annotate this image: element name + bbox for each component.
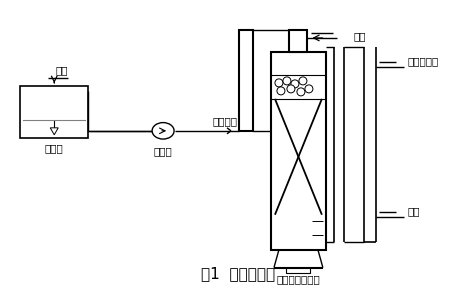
Bar xyxy=(270,52,325,250)
Circle shape xyxy=(277,87,284,95)
Text: 进水: 进水 xyxy=(56,65,69,75)
Polygon shape xyxy=(50,128,58,135)
Circle shape xyxy=(274,79,282,87)
Text: 空气: 空气 xyxy=(353,31,365,41)
Circle shape xyxy=(290,80,298,88)
Circle shape xyxy=(282,77,290,85)
Bar xyxy=(238,30,252,131)
Text: 反冲洗出水: 反冲洗出水 xyxy=(407,56,438,66)
Bar xyxy=(286,268,310,273)
Circle shape xyxy=(298,77,306,85)
Bar xyxy=(20,86,88,138)
Text: 反冲洗水: 反冲洗水 xyxy=(211,116,237,126)
Text: 图1  工艺流程图: 图1 工艺流程图 xyxy=(200,266,275,281)
Circle shape xyxy=(304,85,312,93)
Ellipse shape xyxy=(152,123,174,139)
Text: 生物活性炭滤柱: 生物活性炭滤柱 xyxy=(276,275,319,285)
Circle shape xyxy=(296,88,304,96)
Text: 出水: 出水 xyxy=(407,206,419,216)
Text: 进水箱: 进水箱 xyxy=(45,143,63,153)
Text: 计量泵: 计量泵 xyxy=(153,146,172,156)
Circle shape xyxy=(287,85,294,93)
Bar xyxy=(289,30,307,52)
